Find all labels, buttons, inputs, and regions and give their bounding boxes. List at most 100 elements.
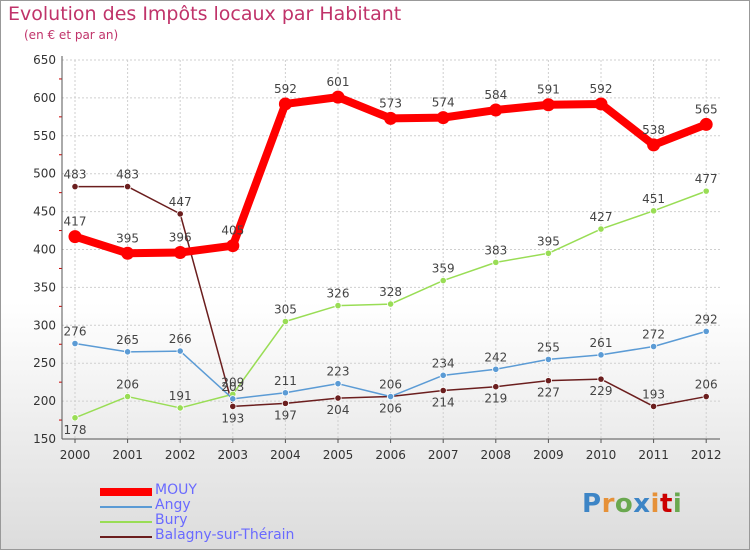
data-label: 565 [695, 102, 718, 116]
data-point [176, 347, 184, 355]
data-point [597, 351, 605, 359]
legend-swatch-bury [100, 521, 152, 523]
data-point [334, 394, 342, 402]
data-label: 209 [221, 375, 244, 389]
legend-label-bury: Bury [155, 512, 188, 528]
data-label: 383 [484, 243, 507, 257]
data-point [226, 239, 240, 253]
data-label: 223 [327, 365, 350, 379]
data-point [597, 225, 605, 233]
data-label: 451 [642, 192, 665, 206]
y-tick-label: 400 [33, 243, 56, 257]
x-tick-label: 2012 [691, 448, 722, 462]
x-tick-label: 2010 [586, 448, 617, 462]
data-label: 229 [590, 384, 613, 398]
data-point [281, 399, 289, 407]
data-point [71, 339, 79, 348]
y-tick-label: 300 [33, 318, 56, 332]
x-tick-label: 2009 [533, 448, 564, 462]
data-label: 206 [379, 378, 402, 392]
data-label: 193 [221, 411, 244, 425]
data-label: 359 [432, 262, 455, 276]
data-point [229, 395, 237, 403]
data-label: 211 [274, 374, 297, 388]
data-point [436, 111, 450, 125]
data-point [702, 392, 710, 401]
data-label: 483 [64, 168, 87, 182]
data-point [281, 317, 289, 326]
data-label: 197 [274, 408, 297, 422]
data-point [331, 90, 345, 104]
data-point [489, 103, 503, 117]
data-label: 591 [537, 83, 560, 97]
data-point [649, 207, 658, 215]
data-point [229, 402, 237, 411]
data-point [492, 258, 500, 266]
data-point [594, 97, 608, 111]
y-tick-label: 550 [33, 129, 56, 143]
data-point [544, 355, 553, 364]
data-label: 203 [221, 380, 244, 394]
data-point [541, 98, 555, 112]
data-label: 395 [116, 231, 139, 245]
data-label: 395 [537, 234, 560, 248]
data-point [334, 380, 342, 388]
data-label: 272 [642, 328, 665, 342]
legend-item-balagny: Balagny-sur-Thérain [100, 527, 340, 545]
data-label: 584 [484, 88, 507, 102]
data-label: 328 [379, 285, 402, 299]
x-tick-label: 2003 [218, 448, 249, 462]
data-label: 193 [642, 387, 665, 401]
data-label: 592 [590, 82, 613, 96]
x-tick-label: 2004 [270, 448, 301, 462]
data-point [492, 365, 500, 373]
data-label: 405 [221, 224, 244, 238]
data-point [544, 249, 553, 257]
data-label: 242 [484, 350, 507, 364]
y-tick-label: 500 [33, 167, 56, 181]
data-label: 305 [274, 303, 297, 317]
legend-swatch-balagny [100, 536, 152, 538]
data-point [649, 402, 658, 411]
data-point [124, 182, 132, 191]
data-label: 214 [432, 395, 455, 409]
data-point [439, 386, 447, 395]
x-tick-label: 2002 [165, 448, 196, 462]
data-point [334, 301, 342, 310]
y-tick-label: 600 [33, 91, 56, 105]
data-label: 483 [116, 168, 139, 182]
data-label: 477 [695, 172, 718, 186]
data-label: 447 [169, 195, 192, 209]
data-point [647, 138, 661, 152]
legend-swatch-angy [100, 506, 152, 508]
data-point [702, 327, 710, 335]
x-tick-label: 2007 [428, 448, 459, 462]
x-tick-label: 2005 [323, 448, 354, 462]
data-label: 276 [64, 324, 87, 338]
data-point [124, 348, 132, 356]
legend-label-angy: Angy [155, 497, 191, 513]
x-tick-label: 2008 [481, 448, 512, 462]
data-label: 261 [590, 336, 613, 350]
data-point [71, 414, 79, 422]
data-label: 227 [537, 386, 560, 400]
data-point [386, 392, 395, 401]
data-point [439, 276, 447, 285]
chart-title: Evolution des Impôts locaux par Habitant [8, 3, 402, 25]
y-tick-label: 250 [33, 356, 56, 370]
legend-label-mouy: MOUY [155, 482, 197, 498]
data-point [124, 392, 132, 401]
data-point [439, 371, 447, 379]
data-point [702, 187, 710, 195]
x-tick-label: 2006 [375, 448, 406, 462]
data-point [649, 342, 658, 351]
data-label: 396 [169, 231, 192, 245]
data-label: 573 [379, 96, 402, 110]
data-label: 574 [432, 96, 455, 110]
y-tick-label: 200 [33, 394, 56, 408]
data-point [492, 383, 500, 391]
data-label: 204 [327, 403, 350, 417]
data-label: 178 [64, 423, 87, 437]
